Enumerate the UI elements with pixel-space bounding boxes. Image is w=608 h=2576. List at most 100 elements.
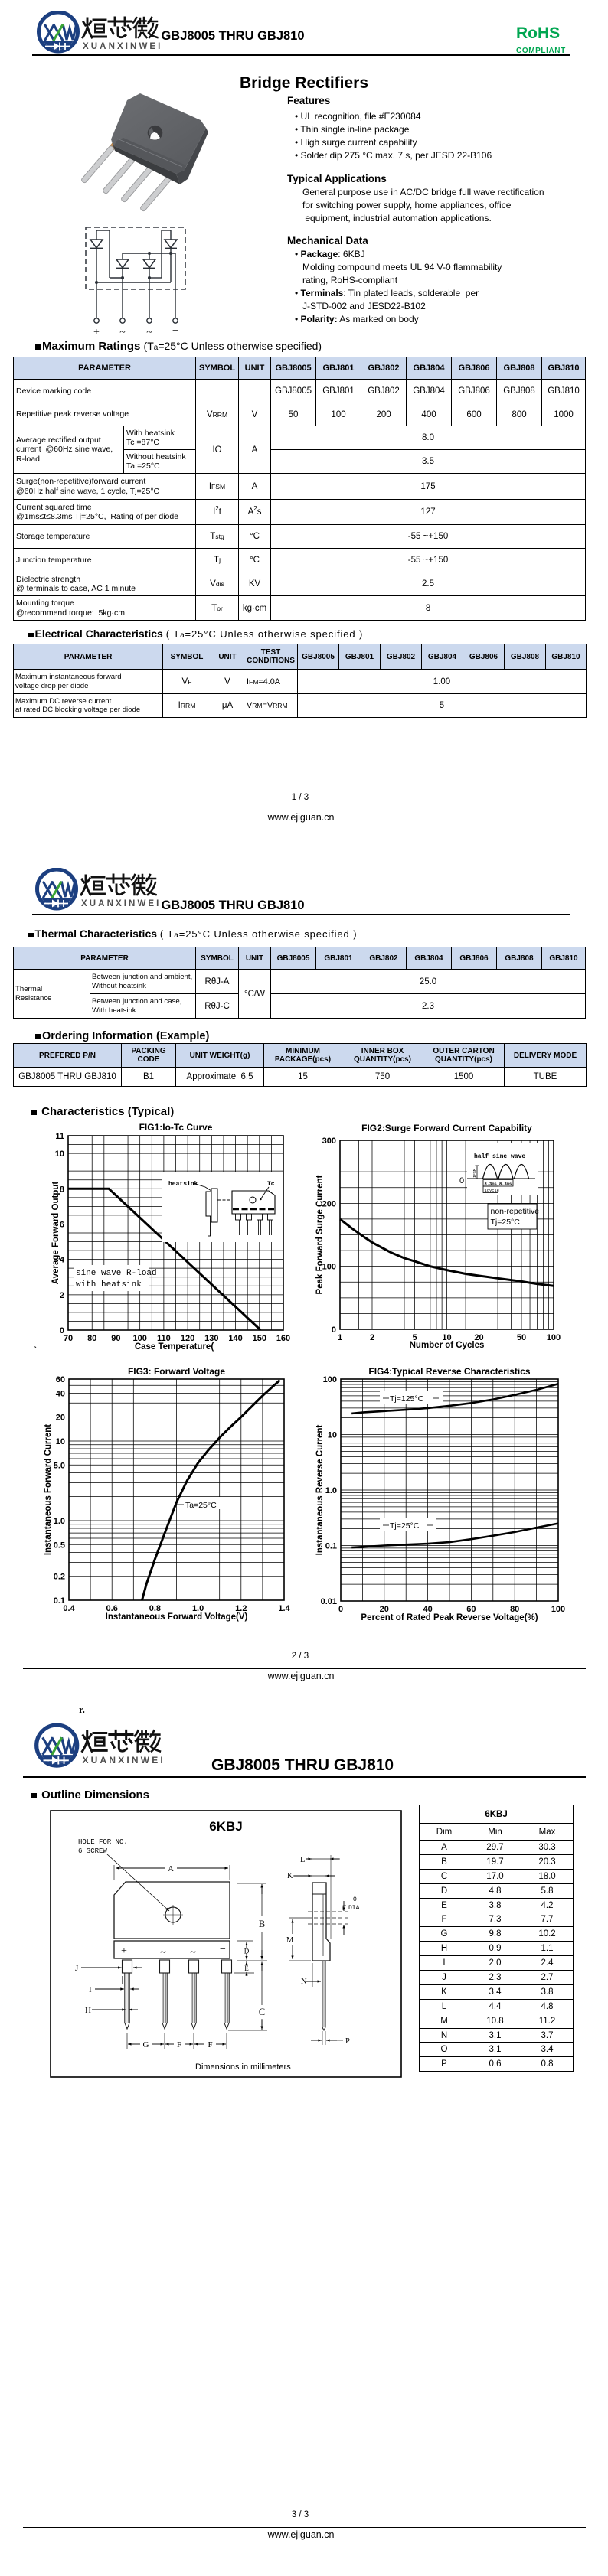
svg-text:100: 100 [322,1263,336,1272]
svg-text:FIG3: Forward Voltage: FIG3: Forward Voltage [128,1366,225,1377]
svg-text:0.01: 0.01 [321,1597,337,1606]
svg-text:sine wave R-load: sine wave R-load [76,1269,157,1278]
svg-text:Instantaneous Forward Current: Instantaneous Forward Current [44,1424,53,1555]
svg-text:IFSM: IFSM [472,1169,477,1178]
svg-text:FIG1:Io-Tc Curve: FIG1:Io-Tc Curve [139,1122,213,1133]
svg-text:Percent of Rated Peak Reverse: Percent of Rated Peak Reverse Voltage(%) [361,1613,538,1622]
svg-text:4: 4 [60,1256,65,1265]
svg-text:H: H [85,2006,91,2015]
svg-text:0.6: 0.6 [106,1604,118,1613]
svg-text:20: 20 [56,1414,65,1423]
svg-text:100: 100 [133,1334,147,1343]
svg-text:J: J [75,1964,79,1973]
svg-text:Tc: Tc [267,1181,275,1188]
svg-text:300: 300 [322,1136,336,1146]
svg-text:+: + [121,1945,127,1957]
svg-text:60: 60 [466,1605,476,1614]
svg-text:Tj=25°C: Tj=25°C [390,1521,420,1531]
svg-text:1.0: 1.0 [54,1517,65,1526]
svg-text:120: 120 [181,1334,194,1343]
svg-text:50: 50 [517,1333,526,1342]
svg-text:Peak Forward Surge Current: Peak Forward Surge Current [315,1175,325,1294]
svg-text:1cycle: 1cycle [485,1189,499,1193]
svg-text:K: K [287,1872,293,1880]
svg-text:6KBJ: 6KBJ [209,1819,242,1834]
svg-text:~: ~ [160,1947,166,1958]
svg-text:~: ~ [190,1947,196,1958]
svg-text:1.4: 1.4 [278,1604,290,1613]
svg-text:100: 100 [323,1375,337,1384]
svg-text:20: 20 [474,1333,483,1342]
svg-text:40: 40 [423,1605,432,1614]
svg-text:0.5: 0.5 [54,1541,65,1550]
svg-text:Tj=25°C: Tj=25°C [491,1218,521,1227]
svg-text:G: G [143,2040,149,2049]
svg-text:5: 5 [412,1333,417,1342]
svg-text:200: 200 [322,1199,336,1208]
svg-text:C: C [259,2007,265,2017]
svg-text:with heatsink: with heatsink [76,1280,142,1290]
svg-text:10: 10 [328,1431,337,1440]
svg-text:L: L [300,1856,305,1864]
svg-text:0.1: 0.1 [325,1542,337,1551]
svg-text:110: 110 [157,1334,171,1343]
svg-text:100: 100 [547,1333,561,1342]
svg-text:FIG4:Typical Reverse Character: FIG4:Typical Reverse Characteristics [368,1366,531,1377]
svg-text:Instantaneous Reverse Current: Instantaneous Reverse Current [315,1425,325,1556]
svg-text:~: ~ [119,327,126,338]
svg-text:1.0: 1.0 [325,1486,337,1495]
svg-text:6 SCREW: 6 SCREW [78,1847,107,1855]
svg-text:A: A [168,1865,174,1873]
svg-text:−: − [172,325,178,337]
svg-text:0.2: 0.2 [54,1573,65,1582]
svg-text:HOLE FOR NO.: HOLE FOR NO. [78,1838,128,1846]
svg-text:0: 0 [459,1176,464,1185]
svg-text:I: I [89,1985,92,1994]
svg-text:Tj=125°C: Tj=125°C [390,1394,424,1404]
svg-text:2: 2 [60,1291,64,1300]
svg-text:F: F [177,2040,181,2049]
svg-text:B: B [259,1919,265,1929]
svg-text:N: N [301,1978,307,1986]
svg-text:10: 10 [442,1333,451,1342]
svg-text:1.2: 1.2 [235,1604,247,1613]
svg-text:0.4: 0.4 [63,1604,75,1613]
svg-text:11: 11 [55,1132,64,1141]
svg-text:10: 10 [55,1149,64,1159]
svg-text:0.1: 0.1 [54,1596,65,1606]
svg-text:D: D [244,1948,250,1955]
svg-text:XUANXINWEI: XUANXINWEI [82,1755,165,1766]
svg-text:8.3ms: 8.3ms [499,1182,512,1187]
svg-text:1.0: 1.0 [192,1604,204,1613]
svg-text:+: + [93,327,100,338]
svg-text:~: ~ [146,327,152,338]
svg-text:half sine wave: half sine wave [474,1153,525,1160]
svg-text:90: 90 [111,1334,120,1343]
svg-text:0: 0 [338,1605,343,1614]
svg-text:DIA: DIA [348,1905,360,1912]
svg-text:80: 80 [510,1605,519,1614]
svg-text:Ta=25°C: Ta=25°C [185,1501,217,1510]
svg-text:Average Forward Output: Average Forward Output [51,1182,60,1285]
svg-text:Number of Cycles: Number of Cycles [410,1341,485,1350]
svg-text:heatsink: heatsink [168,1181,198,1188]
svg-text:0: 0 [60,1326,64,1335]
svg-text:140: 140 [228,1334,242,1343]
svg-text:60: 60 [56,1375,65,1384]
svg-text:−: − [220,1944,226,1955]
svg-text:8.3ms: 8.3ms [485,1182,497,1187]
svg-text:8: 8 [60,1185,64,1194]
svg-text:Dimensions in millimeters: Dimensions in millimeters [195,2062,291,2072]
svg-text:E: E [244,1965,249,1972]
svg-text:F: F [208,2040,212,2049]
svg-text:100: 100 [551,1605,565,1614]
svg-text:5.0: 5.0 [54,1461,65,1470]
svg-text:70: 70 [64,1334,73,1343]
svg-text:160: 160 [276,1334,290,1343]
svg-text:XUANXINWEI: XUANXINWEI [81,899,161,908]
svg-text:130: 130 [204,1334,218,1343]
svg-text:Case Temperature(: Case Temperature( [135,1342,214,1352]
svg-text:XUANXINWEI: XUANXINWEI [83,42,162,51]
svg-text:150: 150 [253,1334,266,1343]
svg-text:80: 80 [87,1334,96,1343]
